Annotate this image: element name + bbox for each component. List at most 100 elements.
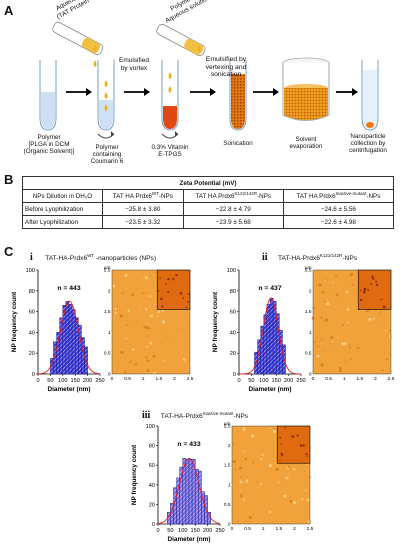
afm-x-tick-label: 1.5 — [155, 376, 162, 382]
afm-particle — [283, 494, 287, 498]
table-cell: −24.6 ± 5.56 — [282, 202, 395, 216]
x-tick-label: 0 — [36, 378, 39, 384]
afm-inset — [357, 269, 392, 310]
afm-particle — [350, 357, 353, 360]
table-cell: −23.5 ± 3.32 — [101, 215, 184, 229]
step1-label: Emulsified by vortex — [119, 57, 149, 72]
afm-particle — [152, 313, 154, 315]
afm-particle — [338, 369, 342, 373]
tube-polymer-icon — [39, 60, 57, 131]
afm-inset-particle — [161, 305, 164, 308]
y-tick-label: 40 — [29, 330, 35, 336]
x-tick-label: 250 — [296, 378, 305, 384]
afm-particle — [149, 314, 153, 318]
y-tick-label: 0 — [152, 522, 155, 528]
afm-particle — [153, 303, 156, 306]
arrow-right-icon — [124, 88, 150, 96]
afm-y-tick-label: 0.5 — [305, 351, 312, 357]
afm-particle — [146, 369, 150, 373]
afm-particle — [242, 450, 245, 453]
afm-particle — [277, 481, 280, 484]
afm-particle — [152, 354, 156, 358]
arrow-right-icon — [253, 88, 279, 96]
afm-x-tick-label: 1 — [343, 376, 346, 382]
afm-inset-particle — [279, 460, 281, 462]
afm-particle — [289, 499, 293, 503]
afm-particle — [313, 340, 316, 344]
tube-tpgs-icon — [161, 60, 179, 139]
x-axis-label: Diameter (nm) — [168, 536, 211, 543]
afm-x-tick-label: 2 — [374, 376, 377, 382]
afm-inset-particle — [296, 434, 299, 437]
afm-inset-particle — [165, 283, 168, 285]
afm-particle — [261, 453, 264, 456]
table-cell: −22.6 ± 4.98 — [282, 215, 395, 229]
afm-particle — [146, 325, 150, 330]
afm-x-tick-label: 1.5 — [275, 526, 282, 532]
roman-numeral: i — [30, 252, 33, 263]
col-header-dilution: NPs Dilution in DH₂O — [22, 189, 103, 203]
afm-inset-particle — [167, 277, 170, 281]
afm-x-tick-label: 2.5 — [307, 526, 314, 532]
afm-x-tick-label: 0.5 — [325, 376, 332, 382]
afm-particle — [335, 293, 339, 297]
histogram-bar — [269, 297, 274, 375]
afm-particle — [146, 345, 149, 348]
afm-particle — [234, 468, 236, 471]
afm-particle — [283, 482, 285, 484]
x-tick-label: 200 — [83, 378, 92, 384]
afm-particle — [383, 322, 385, 324]
afm-inset-particle — [359, 298, 363, 302]
afm-particle — [389, 329, 391, 332]
y-tick-label: 40 — [230, 330, 236, 336]
afm-particle — [270, 427, 273, 429]
afm-particle — [146, 359, 149, 362]
droplets-2-icon — [197, 45, 201, 52]
afm-x-tick-label: 2 — [173, 376, 176, 382]
y-tick-label: 60 — [230, 310, 236, 316]
afm-inset-particle — [179, 291, 183, 295]
arrow-right-icon — [66, 88, 92, 96]
afm-particle — [316, 283, 318, 286]
afm-particle — [372, 317, 375, 320]
arrow-right-icon — [336, 88, 358, 96]
afm-particle — [297, 502, 300, 504]
afm-particle — [357, 347, 360, 350]
afm-particle — [335, 274, 338, 277]
afm-particle — [240, 476, 242, 479]
afm-particle — [318, 283, 322, 287]
afm-particle — [125, 301, 128, 303]
afm-inset-particle — [302, 462, 304, 464]
afm-particle — [292, 500, 297, 505]
afm-particle — [332, 281, 334, 284]
x-tick-label: 0 — [156, 528, 159, 534]
afm-inset-particle — [372, 277, 375, 280]
afm-y-tick-label: 0.5 — [224, 502, 231, 508]
afm-particle — [329, 343, 332, 345]
x-tick-label: 50 — [248, 378, 254, 384]
afm-particle — [307, 520, 312, 524]
afm-inset-particle — [302, 444, 305, 447]
afm-particle — [162, 320, 166, 324]
y-tick-label: 80 — [230, 289, 236, 295]
afm-particle — [145, 308, 148, 311]
x-tick-label: 200 — [203, 528, 212, 534]
x-tick-label: 250 — [95, 378, 104, 384]
afm-inset-particle — [305, 453, 308, 456]
afm-particle — [117, 361, 119, 363]
row-label: After Lyophilization — [22, 215, 103, 229]
y-tick-label: 20 — [230, 351, 236, 357]
table-cell: −22.8 ± 4.79 — [182, 202, 284, 216]
histogram-bar — [185, 459, 190, 525]
y-tick-label: 20 — [149, 502, 155, 508]
afm-particle — [287, 465, 291, 468]
tube-sonication-icon — [229, 60, 247, 131]
panel-a-schematic — [39, 21, 379, 139]
x-tick-label: 150 — [71, 378, 80, 384]
afm-particle — [232, 443, 235, 446]
panel-b-letter: B — [4, 172, 14, 187]
afm-particle — [142, 292, 145, 295]
afm-particle — [138, 305, 141, 308]
table-row: Before Lyophilization −25.8 ± 3.80 −22.8… — [22, 202, 395, 216]
afm-particle — [114, 311, 118, 315]
